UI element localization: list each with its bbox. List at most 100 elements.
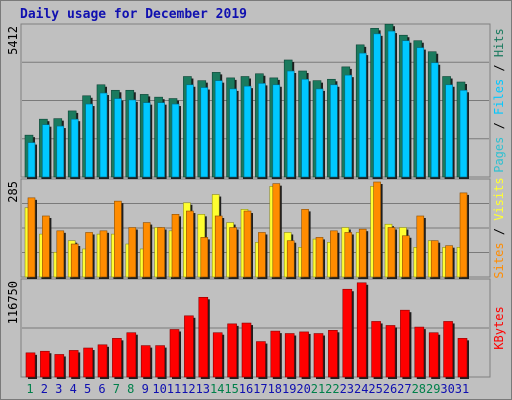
bar-files-21	[315, 88, 325, 179]
bar-sites-4	[70, 243, 81, 279]
bar-kbytes-1	[25, 352, 37, 379]
bar-kbytes-16-fill	[241, 322, 252, 378]
bar-kbytes-1-fill	[25, 352, 36, 378]
bar-sites-10	[157, 227, 167, 279]
bar-kbytes-13	[198, 296, 210, 379]
x-tick-label-day-29: 29	[426, 382, 440, 396]
legend-kbytes: KBytes	[492, 306, 506, 349]
bar-sites-10-fill	[157, 227, 165, 278]
bar-sites-25	[373, 181, 383, 279]
bar-sites-28	[416, 215, 426, 279]
bar-sites-23	[344, 232, 354, 279]
bar-sites-21	[315, 237, 325, 279]
x-tick-label-day-22: 22	[325, 382, 339, 396]
bar-files-16	[243, 85, 253, 179]
bar-kbytes-30	[443, 321, 455, 379]
bar-files-29	[430, 62, 441, 179]
bar-sites-19-fill	[286, 240, 295, 278]
bar-files-19-fill	[286, 70, 295, 178]
bar-files-12-fill	[186, 84, 194, 178]
x-tick-label-day-12: 12	[181, 382, 195, 396]
bar-kbytes-10-fill	[155, 345, 165, 378]
bar-kbytes-29-fill	[428, 332, 439, 378]
bar-files-26-fill	[387, 30, 396, 178]
bar-kbytes-6	[97, 344, 109, 379]
bar-kbytes-15	[227, 323, 239, 379]
bar-files-5-fill	[85, 103, 93, 178]
bar-sites-13-fill	[200, 237, 209, 278]
bar-files-20-fill	[301, 78, 309, 178]
bar-kbytes-11-fill	[169, 329, 180, 378]
x-tick-label-day-2: 2	[41, 382, 48, 396]
bar-sites-24-fill	[358, 228, 367, 278]
bar-kbytes-24	[356, 282, 369, 379]
bar-kbytes-9	[140, 345, 153, 379]
bar-files-2-fill	[42, 124, 50, 178]
bar-kbytes-21-fill	[313, 333, 324, 378]
bar-kbytes-24-fill	[356, 282, 367, 378]
x-tick-label-day-30: 30	[440, 382, 454, 396]
bar-files-25	[373, 33, 383, 180]
bar-files-13	[200, 87, 210, 179]
x-tick-label-day-1: 1	[26, 382, 33, 396]
y-tick-label-hits-files-pages: 5412	[6, 26, 20, 55]
bar-files-10-fill	[157, 102, 165, 178]
bar-files-19	[286, 70, 297, 179]
legend-hits-files-pages: Pages / Files / Hits	[492, 28, 506, 173]
bar-files-24	[358, 52, 369, 180]
bar-kbytes-23	[342, 288, 354, 379]
bar-sites-22	[330, 230, 340, 279]
bar-sites-5	[85, 232, 95, 279]
bar-files-3	[56, 125, 66, 179]
bar-sites-18	[272, 183, 282, 279]
bar-files-30-fill	[445, 84, 453, 178]
x-tick-label-day-23: 23	[340, 382, 354, 396]
bar-kbytes-7-fill	[112, 338, 122, 378]
bar-sites-8	[128, 227, 138, 279]
bar-kbytes-26-fill	[385, 325, 396, 378]
bar-sites-26	[387, 227, 397, 279]
bar-files-23-fill	[344, 74, 353, 178]
legend-separator: /	[492, 221, 506, 243]
bar-kbytes-16	[241, 322, 253, 379]
bar-files-5	[85, 103, 95, 179]
x-tick-label-day-17: 17	[253, 382, 267, 396]
legend-item-kbytes: KBytes	[492, 306, 506, 349]
bar-files-12	[186, 84, 196, 179]
bar-sites-15-fill	[229, 227, 237, 278]
bar-kbytes-17	[256, 341, 268, 379]
bar-kbytes-21	[313, 333, 325, 379]
bar-sites-29-fill	[430, 240, 439, 278]
bar-kbytes-28	[414, 326, 426, 379]
bar-sites-16-fill	[243, 210, 252, 278]
x-tick-label-day-21: 21	[311, 382, 325, 396]
bar-sites-2	[42, 215, 52, 279]
bar-files-15	[229, 88, 239, 179]
bar-sites-25-fill	[373, 181, 381, 278]
bar-sites-24	[358, 228, 369, 279]
bar-sites-14	[214, 215, 225, 279]
x-tick-label-day-6: 6	[98, 382, 105, 396]
bar-kbytes-27-fill	[400, 309, 410, 378]
bar-kbytes-18-fill	[270, 330, 281, 378]
x-tick-label-day-4: 4	[70, 382, 77, 396]
bar-sites-21-fill	[315, 237, 324, 278]
x-tick-label-day-8: 8	[127, 382, 134, 396]
bar-kbytes-12	[184, 315, 196, 379]
bar-sites-27-fill	[402, 235, 410, 278]
y-tick-label-kbytes: 116750	[6, 281, 20, 324]
bar-sites-6-fill	[99, 230, 108, 278]
x-tick-label-day-9: 9	[142, 382, 149, 396]
x-tick-label-day-31: 31	[455, 382, 469, 396]
x-tick-label-day-24: 24	[354, 382, 368, 396]
bar-sites-31-fill	[459, 192, 468, 278]
bar-files-3-fill	[56, 125, 65, 178]
bar-files-6-fill	[99, 92, 108, 178]
bar-kbytes-25-fill	[371, 321, 381, 378]
bar-sites-16	[243, 210, 253, 279]
bar-files-8-fill	[128, 99, 137, 178]
bar-sites-23-fill	[344, 232, 353, 278]
bar-files-2	[42, 124, 52, 179]
bar-files-18	[272, 84, 282, 179]
bar-kbytes-22-fill	[328, 330, 338, 378]
